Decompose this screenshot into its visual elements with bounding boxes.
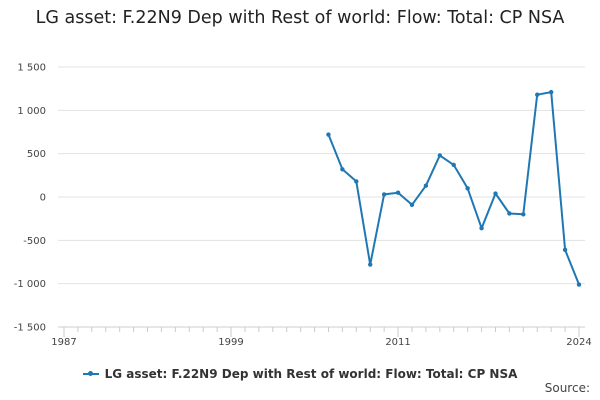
data-point xyxy=(535,92,540,97)
chart-title: LG asset: F.22N9 Dep with Rest of world:… xyxy=(35,8,565,28)
data-point xyxy=(423,183,429,188)
data-point xyxy=(340,167,345,172)
y-tick-label: -1 000 xyxy=(14,279,46,290)
x-tick-label: 2011 xyxy=(385,337,410,348)
x-axis-ticks: 1987 1999 2011 2024 xyxy=(51,337,591,348)
data-point xyxy=(548,89,554,95)
data-point xyxy=(479,226,484,231)
series-line xyxy=(327,91,580,285)
data-point xyxy=(395,190,401,195)
axes xyxy=(58,326,585,337)
data-point xyxy=(576,282,582,287)
data-point xyxy=(354,179,359,184)
data-point xyxy=(381,192,387,197)
data-point xyxy=(521,212,526,217)
source-label[interactable]: Source: xyxy=(544,381,590,395)
y-tick-label: -1 500 xyxy=(14,323,46,334)
x-tick-label: 1987 xyxy=(51,337,76,348)
legend-marker-icon xyxy=(82,371,99,376)
y-tick-label: 1 000 xyxy=(17,106,46,117)
data-point xyxy=(368,262,373,267)
y-axis-ticks: 1 500 1 000 500 0 -500 -1 000 -1 500 xyxy=(14,63,46,334)
data-point xyxy=(507,211,512,216)
legend[interactable]: LG asset: F.22N9 Dep with Rest of world:… xyxy=(0,365,600,383)
data-point xyxy=(409,202,415,207)
legend-dot-icon xyxy=(88,371,94,376)
y-tick-label: -500 xyxy=(23,236,46,247)
data-point xyxy=(465,186,470,191)
data-point xyxy=(493,191,498,196)
x-tick-label: 2024 xyxy=(566,337,591,348)
y-tick-label: 500 xyxy=(27,149,46,160)
data-point xyxy=(562,247,568,253)
data-point xyxy=(437,153,443,158)
data-point xyxy=(326,132,331,137)
gridlines xyxy=(58,66,585,328)
y-tick-label: 0 xyxy=(40,193,46,204)
x-tick-label: 1999 xyxy=(218,337,243,348)
series-layer xyxy=(326,89,582,287)
y-tick-label: 1 500 xyxy=(17,63,46,74)
legend-label: LG asset: F.22N9 Dep with Rest of world:… xyxy=(104,367,518,381)
data-point xyxy=(451,162,456,168)
